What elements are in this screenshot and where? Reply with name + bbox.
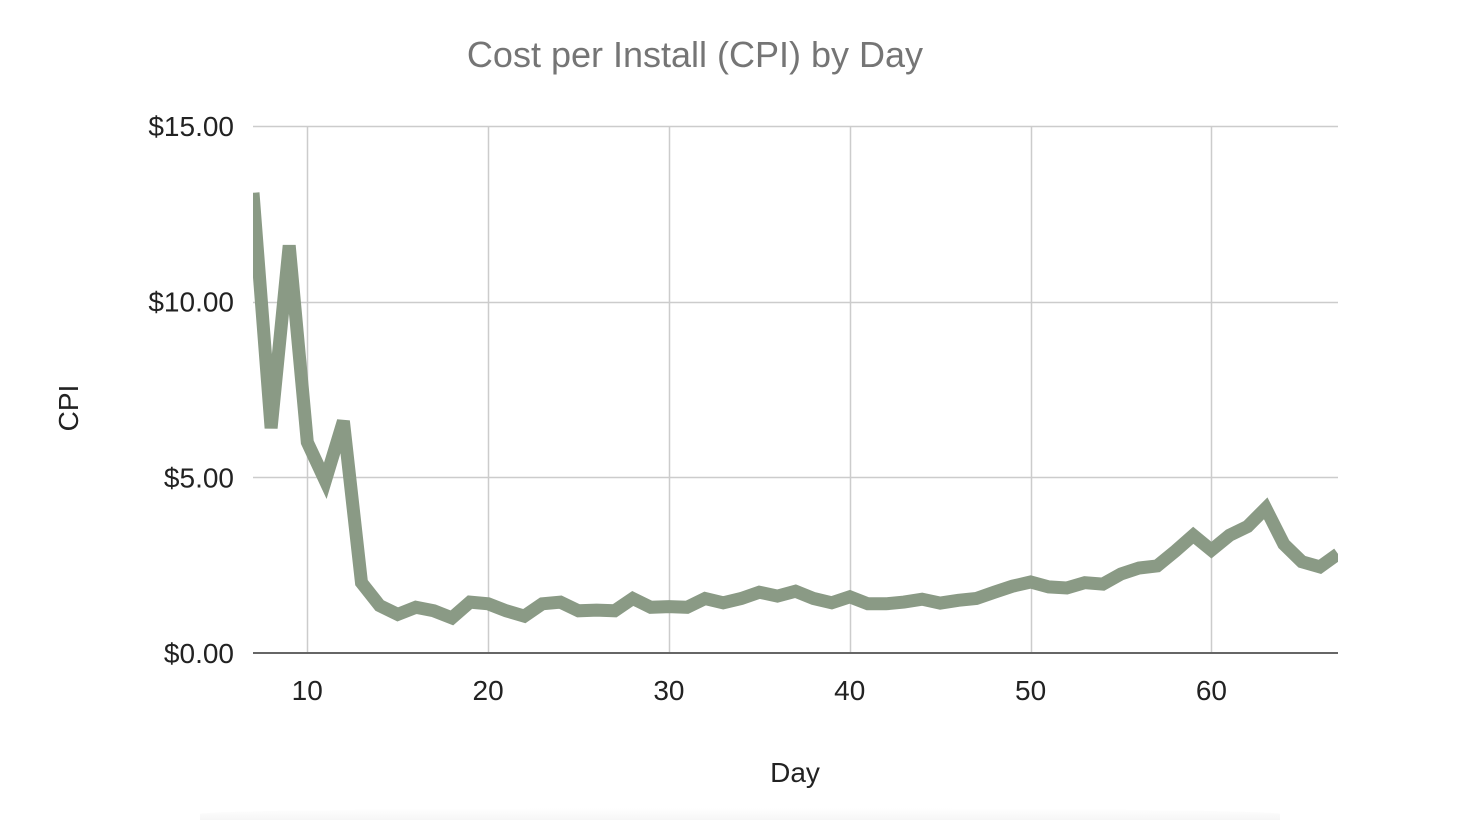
series-line — [253, 192, 1338, 626]
x-tick-label: 50 — [1015, 675, 1046, 706]
x-tick-label: 40 — [834, 675, 865, 706]
chart-title: Cost per Install (CPI) by Day — [466, 34, 924, 75]
x-tick-label: 10 — [292, 675, 323, 706]
bottom-shadow — [200, 808, 1280, 820]
y-tick-label: $10.00 — [148, 287, 234, 318]
x-axis-title: Day — [770, 757, 820, 788]
series-cpi — [253, 192, 1338, 626]
x-tick-label: 30 — [653, 675, 684, 706]
y-tick-label: $5.00 — [164, 462, 234, 493]
tick-labels: $0.00 $5.00 $10.00 $15.00 10 20 30 40 50 60 — [148, 111, 1227, 706]
x-tick-label: 20 — [473, 675, 504, 706]
gridlines — [253, 125, 1338, 653]
y-tick-label: $15.00 — [148, 111, 234, 142]
y-axis-title: CPI — [53, 384, 84, 432]
y-tick-label: $0.00 — [164, 638, 234, 669]
x-tick-label: 60 — [1196, 675, 1227, 706]
